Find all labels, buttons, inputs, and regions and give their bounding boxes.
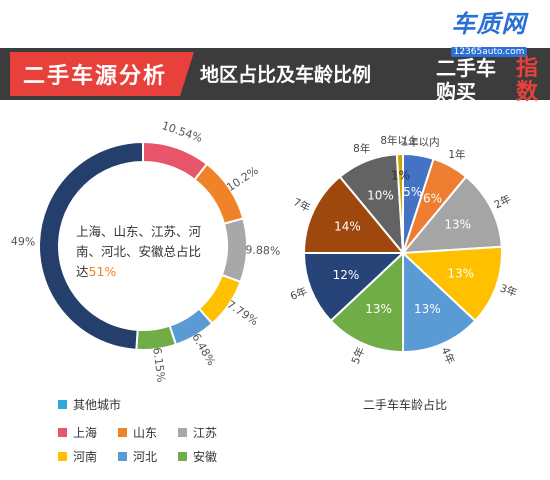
age-slice-6: [302, 252, 406, 323]
age-slice-5: [329, 250, 404, 354]
age-category-0: 1年以内: [401, 135, 439, 148]
age-value-4: 13%: [414, 302, 441, 316]
index-logo-right1: 指: [516, 56, 539, 81]
age-slice-4: [402, 250, 477, 354]
age-category-4: 4年: [439, 345, 458, 366]
age-value-1: 6%: [423, 192, 442, 206]
age-value-2: 13%: [444, 218, 471, 232]
page-subtitle: 地区占比及车龄比例: [200, 64, 372, 86]
age-value-9: 1%: [391, 168, 410, 182]
header-top: [0, 0, 550, 48]
legend-item-shanghai: 上海: [58, 424, 97, 441]
age-value-6: 12%: [333, 268, 360, 282]
legend-item-other: 其他城市: [58, 396, 121, 413]
age-value-7: 14%: [334, 219, 361, 233]
age-slice-2: [400, 175, 503, 255]
age-category-3: 3年: [498, 281, 519, 299]
donut-slice-5: [135, 324, 178, 351]
legend-label: 山东: [133, 426, 158, 440]
index-logo-line1: 二手车: [436, 56, 496, 80]
legend-item-anhui: 安徽: [178, 448, 217, 465]
legend-label: 其他城市: [73, 398, 122, 412]
legend-swatch: [58, 400, 67, 409]
age-slice-9: [395, 152, 404, 254]
site-logo-name: 车质网: [451, 10, 527, 38]
legend-swatch: [178, 428, 187, 437]
donut-slice-6: [38, 140, 144, 351]
site-logo: 车质网 12365auto.com: [436, 4, 542, 58]
legend-swatch: [58, 452, 67, 461]
legend-label: 河北: [133, 450, 158, 464]
age-category-6: 6年: [288, 285, 309, 303]
legend-swatch: [58, 428, 67, 437]
index-logo: 二手车 购买 指 数: [432, 50, 544, 105]
donut-slice-0: [142, 140, 209, 182]
center-note-text: 上海、山东、江苏、河南、河北、安徽总占比达: [76, 224, 202, 279]
age-value-3: 13%: [447, 266, 474, 280]
site-logo-url: 12365auto.com: [450, 47, 528, 57]
legend-label: 上海: [73, 426, 98, 440]
donut-center-note: 上海、山东、江苏、河南、河北、安徽总占比达51%: [76, 222, 206, 282]
age-category-5: 5年: [349, 345, 368, 366]
age-category-2: 2年: [492, 192, 513, 211]
donut-label-3: 7.79%: [224, 298, 260, 328]
index-logo-line2: 购买: [436, 80, 476, 104]
donut-label-0: 10.54%: [160, 119, 204, 145]
legend-label: 安徽: [193, 450, 218, 464]
age-category-1: 1年: [448, 148, 465, 161]
donut-label-2: 9.88%: [245, 243, 280, 257]
legend-swatch: [178, 452, 187, 461]
donut-slice-1: [193, 162, 245, 225]
donut-slice-2: [220, 217, 248, 284]
legend-item-henan: 河南: [58, 448, 97, 465]
donut-label-4: 6.48%: [189, 331, 218, 368]
age-pie-caption: 二手车车龄占比: [362, 398, 447, 412]
index-logo-right2: 数: [516, 80, 539, 105]
donut-label-6: 49%: [11, 235, 36, 249]
legend-label: 河南: [73, 450, 98, 464]
center-note-highlight: 51%: [88, 264, 117, 279]
age-value-0: 5%: [403, 185, 422, 199]
age-category-9: 8年以上: [380, 134, 418, 147]
age-category-7: 7年: [291, 195, 312, 214]
donut-label-1: 10.2%: [224, 164, 260, 194]
age-value-5: 13%: [365, 302, 392, 316]
age-value-8: 10%: [367, 188, 394, 202]
age-slice-3: [400, 245, 503, 323]
age-category-8: 8年: [353, 142, 370, 155]
age-slice-7: [302, 175, 406, 254]
legend-item-shandong: 山东: [118, 424, 157, 441]
legend-item-hebei: 河北: [118, 448, 157, 465]
legend-label: 江苏: [193, 426, 218, 440]
legend-swatch: [118, 452, 127, 461]
donut-label-5: 6.15%: [150, 347, 167, 383]
legend-item-jiangsu: 江苏: [178, 424, 217, 441]
legend-swatch: [118, 428, 127, 437]
page-title: 二手车源分析: [10, 52, 194, 96]
